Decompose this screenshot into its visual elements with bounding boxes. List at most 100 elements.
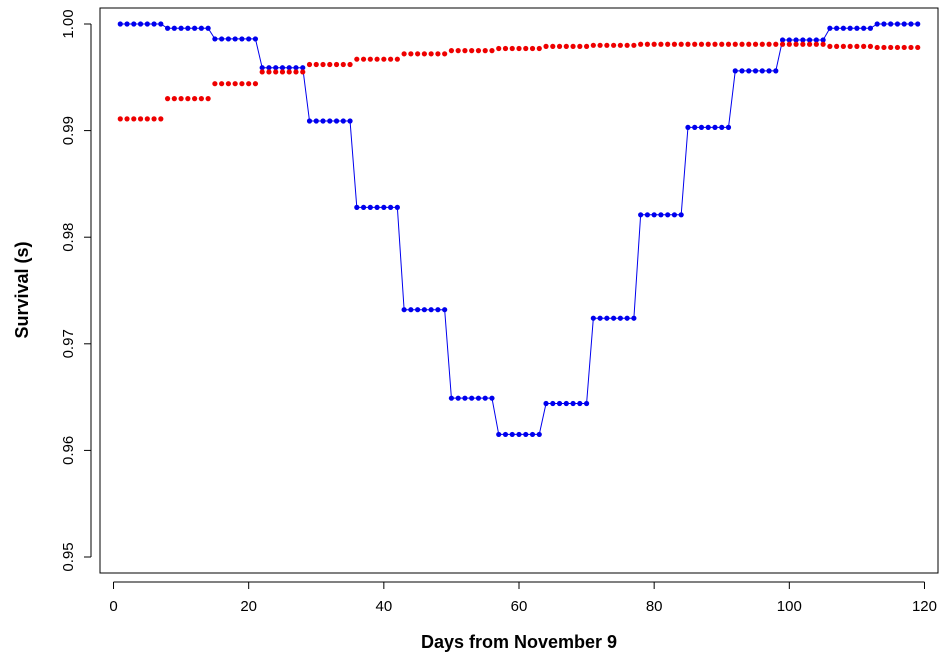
- data-point: [205, 96, 211, 102]
- data-point: [590, 42, 596, 48]
- data-point: [158, 21, 164, 27]
- data-point: [800, 37, 806, 43]
- data-point: [408, 51, 414, 57]
- data-point: [611, 315, 617, 321]
- data-point: [340, 61, 346, 68]
- data-point: [225, 36, 232, 42]
- data-point: [617, 315, 623, 321]
- data-point: [401, 51, 407, 57]
- data-point: [624, 315, 630, 321]
- data-point: [205, 25, 211, 31]
- data-point: [915, 21, 921, 27]
- data-point: [300, 65, 306, 71]
- data-point: [286, 65, 292, 71]
- data-point: [550, 43, 556, 49]
- data-point: [827, 25, 833, 31]
- data-point: [651, 212, 657, 218]
- x-axis: 0 20 40 60 80 100 120: [109, 581, 937, 615]
- data-point: [874, 44, 880, 51]
- data-point: [840, 43, 846, 49]
- data-point: [212, 36, 218, 42]
- data-point: [489, 395, 495, 401]
- data-point: [354, 204, 360, 210]
- data-point: [752, 41, 759, 47]
- data-point: [124, 116, 130, 122]
- data-point: [475, 48, 482, 54]
- y-tick-label: 0.96: [60, 436, 77, 465]
- data-point: [752, 68, 759, 74]
- data-point: [387, 204, 394, 210]
- data-point: [469, 395, 475, 401]
- data-point: [779, 37, 786, 43]
- data-point: [516, 431, 522, 438]
- data-point: [455, 48, 461, 54]
- data-point: [786, 41, 792, 47]
- data-point: [509, 45, 515, 52]
- data-point: [496, 45, 502, 52]
- data-point: [597, 42, 603, 48]
- data-point: [286, 69, 292, 75]
- data-point: [469, 48, 475, 54]
- data-point: [881, 44, 887, 51]
- data-point: [394, 204, 400, 210]
- data-point: [779, 41, 786, 47]
- data-point: [529, 431, 536, 438]
- data-point: [158, 116, 164, 122]
- data-point: [536, 431, 542, 438]
- x-tick-label: 0: [109, 598, 117, 615]
- data-point: [246, 36, 252, 42]
- data-point: [813, 37, 819, 43]
- data-point: [854, 25, 860, 31]
- data-point: [793, 37, 799, 43]
- data-point: [421, 51, 427, 57]
- y-axis-title: Survival (s): [12, 241, 32, 338]
- series-2: [117, 41, 921, 122]
- y-axis: 0.95 0.96 0.97 0.98 0.99 1.00: [60, 9, 92, 572]
- data-point: [604, 315, 610, 321]
- data-point: [394, 56, 400, 62]
- data-point: [523, 45, 529, 52]
- data-point: [293, 65, 299, 71]
- data-point: [435, 51, 441, 57]
- data-point: [246, 81, 252, 87]
- data-point: [644, 212, 651, 218]
- data-point: [462, 395, 468, 401]
- series-1: [117, 21, 921, 438]
- data-point: [611, 42, 617, 48]
- data-point: [360, 204, 367, 210]
- data-point: [137, 116, 144, 122]
- data-point: [367, 204, 373, 210]
- data-point: [151, 116, 157, 122]
- data-point: [448, 395, 455, 401]
- data-point: [279, 65, 286, 71]
- data-point: [800, 41, 806, 47]
- data-point: [543, 43, 549, 49]
- data-point: [725, 124, 732, 130]
- data-point: [529, 45, 536, 52]
- data-point: [192, 96, 198, 102]
- data-point: [638, 212, 644, 218]
- plot-frame: [99, 7, 939, 574]
- data-point: [360, 56, 367, 62]
- data-point: [266, 65, 272, 71]
- data-point: [732, 68, 738, 74]
- data-point: [442, 51, 448, 57]
- data-point: [590, 315, 596, 321]
- data-point: [502, 431, 509, 438]
- data-point: [475, 395, 482, 401]
- data-point: [252, 81, 259, 87]
- data-point: [827, 43, 833, 49]
- data-point: [617, 42, 623, 48]
- data-point: [381, 204, 387, 210]
- x-tick-label: 40: [375, 598, 392, 615]
- data-point: [117, 21, 123, 27]
- y-tick-label: 0.98: [60, 223, 77, 252]
- data-point: [766, 68, 772, 74]
- data-point: [137, 21, 144, 27]
- data-point: [212, 81, 218, 87]
- data-point: [239, 36, 245, 42]
- data-point: [489, 48, 495, 54]
- data-point: [164, 96, 171, 102]
- data-point: [306, 61, 313, 68]
- data-point: [665, 212, 671, 218]
